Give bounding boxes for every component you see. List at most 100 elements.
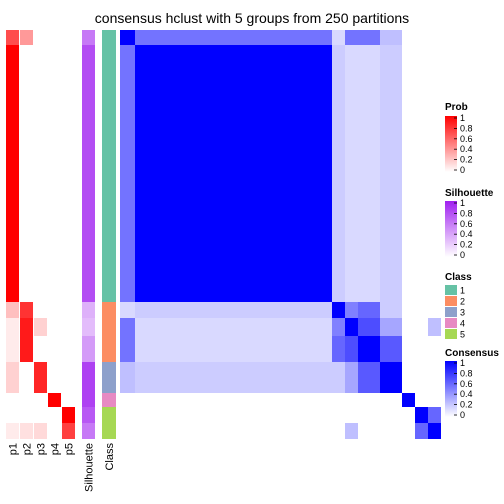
- prob-cell-p3-row-4: [34, 318, 47, 336]
- consensus-cell-r8-c3: [332, 407, 345, 423]
- legend-colorbar-silhouette: [445, 201, 457, 257]
- consensus-cell-r8-c9: [428, 407, 441, 423]
- consensus-cell-r6-c4: [345, 362, 358, 393]
- legend-colorbar-prob: [445, 116, 457, 172]
- prob-cell-p3-row-9: [34, 423, 47, 439]
- class-cell-row-5: [102, 336, 116, 362]
- column-label-class: Class: [104, 443, 116, 471]
- consensus-cell-r5-c3: [332, 336, 345, 362]
- legend-tick-label-prob: 0.6: [460, 134, 473, 144]
- consensus-cell-r5-c8: [415, 336, 428, 362]
- class-cell-row-8: [102, 407, 116, 423]
- consensus-cell-r5-c1: [120, 336, 135, 362]
- consensus-cell-r1-c1: [120, 30, 135, 45]
- legend-tick-label-prob: 0.8: [460, 123, 473, 133]
- consensus-cell-r5-c9: [428, 336, 441, 362]
- legend-tick-label-silhouette: 0.2: [460, 240, 473, 250]
- prob-cell-p4-row-7: [48, 393, 61, 407]
- class-cell-row-7: [102, 393, 116, 407]
- prob-cell-p5-row-5: [62, 336, 75, 362]
- legend-tick-label-consensus: 0.2: [460, 400, 473, 410]
- column-label-p5: p5: [64, 443, 76, 455]
- consensus-cell-r3-c4: [345, 302, 358, 318]
- column-label-silhouette: Silhouette: [84, 443, 96, 492]
- prob-cell-p4-row-6: [48, 362, 61, 393]
- prob-cell-p2-row-4: [20, 318, 33, 336]
- silhouette-cell-row-3: [82, 302, 95, 318]
- legend-colorbar-consensus: [445, 361, 457, 417]
- consensus-cell-r9-c7: [402, 423, 415, 439]
- legend-tick-label-silhouette: 0: [460, 250, 465, 260]
- consensus-cell-r9-c3: [332, 423, 345, 439]
- consensus-cell-r7-c6: [380, 393, 402, 407]
- prob-cell-p1-row-2: [6, 45, 19, 302]
- consensus-cell-r1-c7: [402, 30, 415, 45]
- consensus-cell-r3-c7: [402, 302, 415, 318]
- consensus-cell-r5-c2: [135, 336, 332, 362]
- legend-title-prob: Prob: [445, 102, 468, 113]
- consensus-cell-r1-c3: [332, 30, 345, 45]
- prob-cell-p4-row-3: [48, 302, 61, 318]
- legend-swatch-class-3: [445, 307, 457, 317]
- prob-cell-p4-row-9: [48, 423, 61, 439]
- consensus-cell-r4-c1: [120, 318, 135, 336]
- consensus-cell-r2-c9: [428, 45, 441, 302]
- class-cell-row-2: [102, 45, 116, 302]
- prob-cell-p3-row-6: [34, 362, 47, 393]
- legends: Prob10.80.60.40.20Silhouette10.80.60.40.…: [445, 102, 499, 420]
- legend-title-silhouette: Silhouette: [445, 188, 494, 199]
- prob-cell-p3-row-1: [34, 30, 47, 45]
- consensus-cell-r8-c2: [135, 407, 332, 423]
- consensus-cell-r5-c6: [380, 336, 402, 362]
- prob-cell-p5-row-9: [62, 423, 75, 439]
- consensus-cell-r3-c8: [415, 302, 428, 318]
- prob-cell-p4-row-5: [48, 336, 61, 362]
- consensus-cell-r7-c8: [415, 393, 428, 407]
- prob-cell-p1-row-9: [6, 423, 19, 439]
- prob-cell-p5-row-6: [62, 362, 75, 393]
- consensus-cell-r2-c7: [402, 45, 415, 302]
- silhouette-cell-row-6: [82, 362, 95, 393]
- legend-tick-label-prob: 1: [460, 113, 465, 123]
- prob-cell-p2-row-2: [20, 45, 33, 302]
- consensus-cell-r7-c4: [345, 393, 358, 407]
- prob-cell-p2-row-7: [20, 393, 33, 407]
- prob-cell-p5-row-3: [62, 302, 75, 318]
- prob-cell-p1-row-3: [6, 302, 19, 318]
- silhouette-cell-row-7: [82, 393, 95, 407]
- prob-cell-p2-row-8: [20, 407, 33, 423]
- prob-cell-p1-row-8: [6, 407, 19, 423]
- consensus-cell-r6-c1: [120, 362, 135, 393]
- prob-cell-p1-row-4: [6, 318, 19, 336]
- consensus-cell-r9-c9: [428, 423, 441, 439]
- consensus-cell-r9-c1: [120, 423, 135, 439]
- consensus-cell-r6-c6: [380, 362, 402, 393]
- consensus-cell-r7-c9: [428, 393, 441, 407]
- consensus-cell-r4-c6: [380, 318, 402, 336]
- consensus-cell-r3-c9: [428, 302, 441, 318]
- consensus-cell-r7-c5: [358, 393, 380, 407]
- column-label-p4: p4: [50, 443, 62, 455]
- consensus-cell-r1-c5: [358, 30, 380, 45]
- legend-tick-label-silhouette: 0.4: [460, 229, 473, 239]
- legend-label-class-2: 2: [460, 297, 465, 307]
- prob-cell-p4-row-1: [48, 30, 61, 45]
- silhouette-cell-row-9: [82, 423, 95, 439]
- consensus-cell-r2-c8: [415, 45, 428, 302]
- column-label-p2: p2: [22, 443, 34, 455]
- legend-label-class-1: 1: [460, 286, 465, 296]
- class-cell-row-6: [102, 362, 116, 393]
- prob-cell-p2-row-6: [20, 362, 33, 393]
- consensus-cell-r6-c2: [135, 362, 332, 393]
- consensus-cell-r1-c8: [415, 30, 428, 45]
- legend-swatch-class-2: [445, 296, 457, 306]
- legend-tick-label-consensus: 0.4: [460, 389, 473, 399]
- prob-cell-p5-row-4: [62, 318, 75, 336]
- prob-cell-p1-row-5: [6, 336, 19, 362]
- consensus-cell-r9-c8: [415, 423, 428, 439]
- consensus-cell-r7-c1: [120, 393, 135, 407]
- consensus-cell-r3-c5: [358, 302, 380, 318]
- consensus-cell-r2-c4: [345, 45, 358, 302]
- consensus-matrix: [120, 30, 441, 439]
- legend-swatch-class-4: [445, 318, 457, 328]
